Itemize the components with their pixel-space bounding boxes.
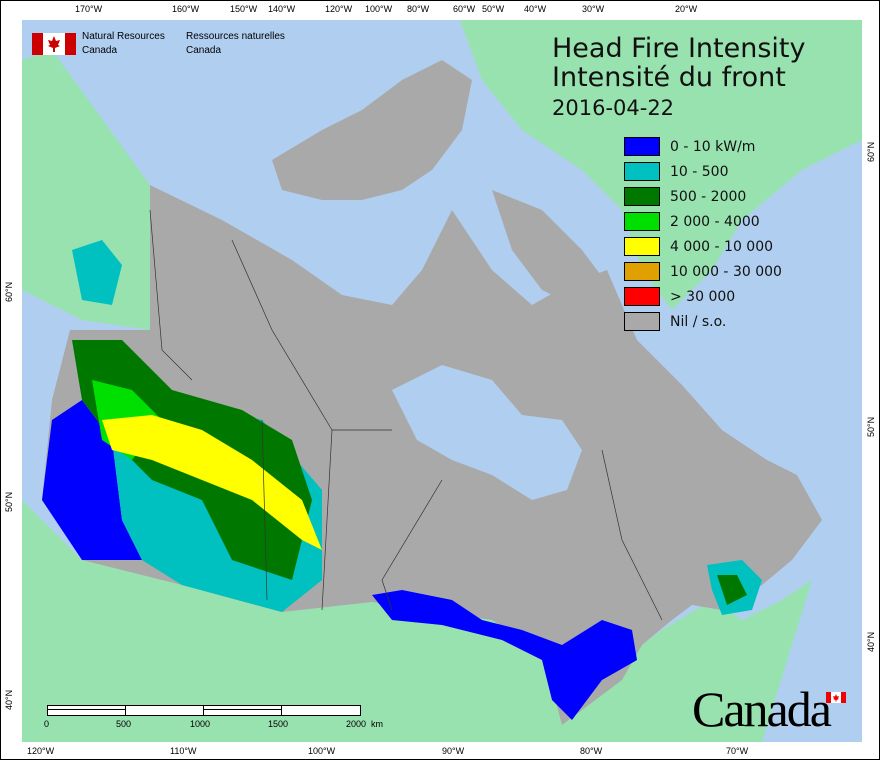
wordmark-flag-icon — [826, 692, 846, 703]
province-borders — [149, 209, 663, 621]
legend-label: Nil / s.o. — [670, 313, 727, 330]
legend-item: 10 - 500 — [624, 159, 782, 184]
agency-name-fr: Ressources naturelles Canada — [186, 30, 285, 58]
legend-label: 10 000 - 30 000 — [670, 263, 782, 280]
canada-flag-icon — [32, 33, 76, 55]
legend-item: 4 000 - 10 000 — [624, 234, 782, 259]
top-tick: 50°W — [482, 4, 505, 14]
scale-label: 1500 — [268, 719, 289, 729]
fire-zone-4000-10000 — [102, 415, 322, 550]
legend-item: 500 - 2000 — [624, 184, 782, 209]
agency-fr-line1: Ressources naturelles — [186, 31, 285, 42]
fire-zone-low — [42, 400, 142, 560]
top-tick: 140°W — [268, 4, 296, 14]
fire-zone-ontario — [372, 590, 637, 720]
scale-label: 500 — [116, 719, 132, 729]
legend-item: 2 000 - 4000 — [624, 209, 782, 234]
map-date: 2016-04-22 — [552, 96, 675, 120]
scale-label: 0 — [44, 719, 50, 729]
bottom-tick: 100°W — [308, 746, 336, 756]
agency-en-line1: Natural Resources — [82, 31, 165, 42]
legend-swatch — [624, 162, 660, 181]
bottom-tick: 110°W — [170, 746, 197, 756]
map-title: Head Fire Intensity Intensité du front — [552, 34, 805, 92]
legend-swatch — [624, 237, 660, 256]
bottom-tick: 80°W — [580, 746, 603, 756]
agency-fr-line2: Canada — [186, 45, 222, 56]
legend-item: Nil / s.o. — [624, 309, 782, 334]
left-tick: 60°N — [4, 281, 14, 302]
top-tick: 40°W — [524, 4, 547, 14]
greenland — [460, 20, 862, 310]
legend-label: > 30 000 — [670, 288, 736, 305]
top-tick: 80°W — [407, 4, 430, 14]
top-tick: 30°W — [582, 4, 605, 14]
scale-label: 1000 — [190, 719, 211, 729]
legend-item: 0 - 10 kW/m — [624, 134, 782, 159]
canada-wordmark: Canada — [692, 681, 832, 737]
bottom-tick: 90°W — [442, 746, 465, 756]
hudson-bay — [392, 365, 582, 500]
title-fr: Intensité du front — [552, 62, 786, 93]
legend-swatch — [624, 212, 660, 231]
legend-item: 10 000 - 30 000 — [624, 259, 782, 284]
legend-label: 2 000 - 4000 — [670, 213, 760, 230]
right-tick: 60°N — [866, 141, 876, 162]
agency-en-line2: Canada — [82, 45, 118, 56]
arctic-islands — [272, 60, 472, 200]
top-tick: 100°W — [365, 4, 393, 14]
top-tick: 20°W — [675, 4, 698, 14]
legend-swatch — [624, 287, 660, 306]
legend-swatch — [624, 187, 660, 206]
fire-zone-maritimes-dense — [717, 575, 747, 605]
top-tick: 170°W — [75, 4, 103, 14]
right-tick: 40°N — [866, 631, 876, 652]
agency-name-en: Natural Resources Canada — [82, 30, 165, 58]
legend-label: 500 - 2000 — [670, 188, 747, 205]
fire-zone-north — [72, 240, 122, 305]
left-tick: 50°N — [4, 491, 14, 512]
legend-swatch — [624, 262, 660, 281]
scale-bar — [47, 705, 361, 716]
bottom-tick: 70°W — [726, 746, 749, 756]
right-tick: 50°N — [866, 416, 876, 437]
bottom-tick: 120°W — [27, 746, 55, 756]
title-en: Head Fire Intensity — [552, 33, 806, 64]
scale-label: 2000 km — [346, 719, 384, 729]
left-tick: 40°N — [4, 689, 14, 710]
legend: 0 - 10 kW/m 10 - 500 500 - 2000 2 000 - 400… — [624, 134, 782, 334]
legend-swatch — [624, 312, 660, 331]
legend-label: 0 - 10 kW/m — [670, 138, 756, 155]
top-tick: 120°W — [325, 4, 353, 14]
legend-label: 10 - 500 — [670, 163, 729, 180]
legend-swatch — [624, 137, 660, 156]
top-tick: 160°W — [172, 4, 200, 14]
top-tick: 150°W — [230, 4, 258, 14]
top-tick: 60°W — [453, 4, 476, 14]
baffin-island — [492, 190, 612, 310]
legend-label: 4 000 - 10 000 — [670, 238, 774, 255]
fire-intensity-map — [22, 20, 862, 742]
legend-item: > 30 000 — [624, 284, 782, 309]
